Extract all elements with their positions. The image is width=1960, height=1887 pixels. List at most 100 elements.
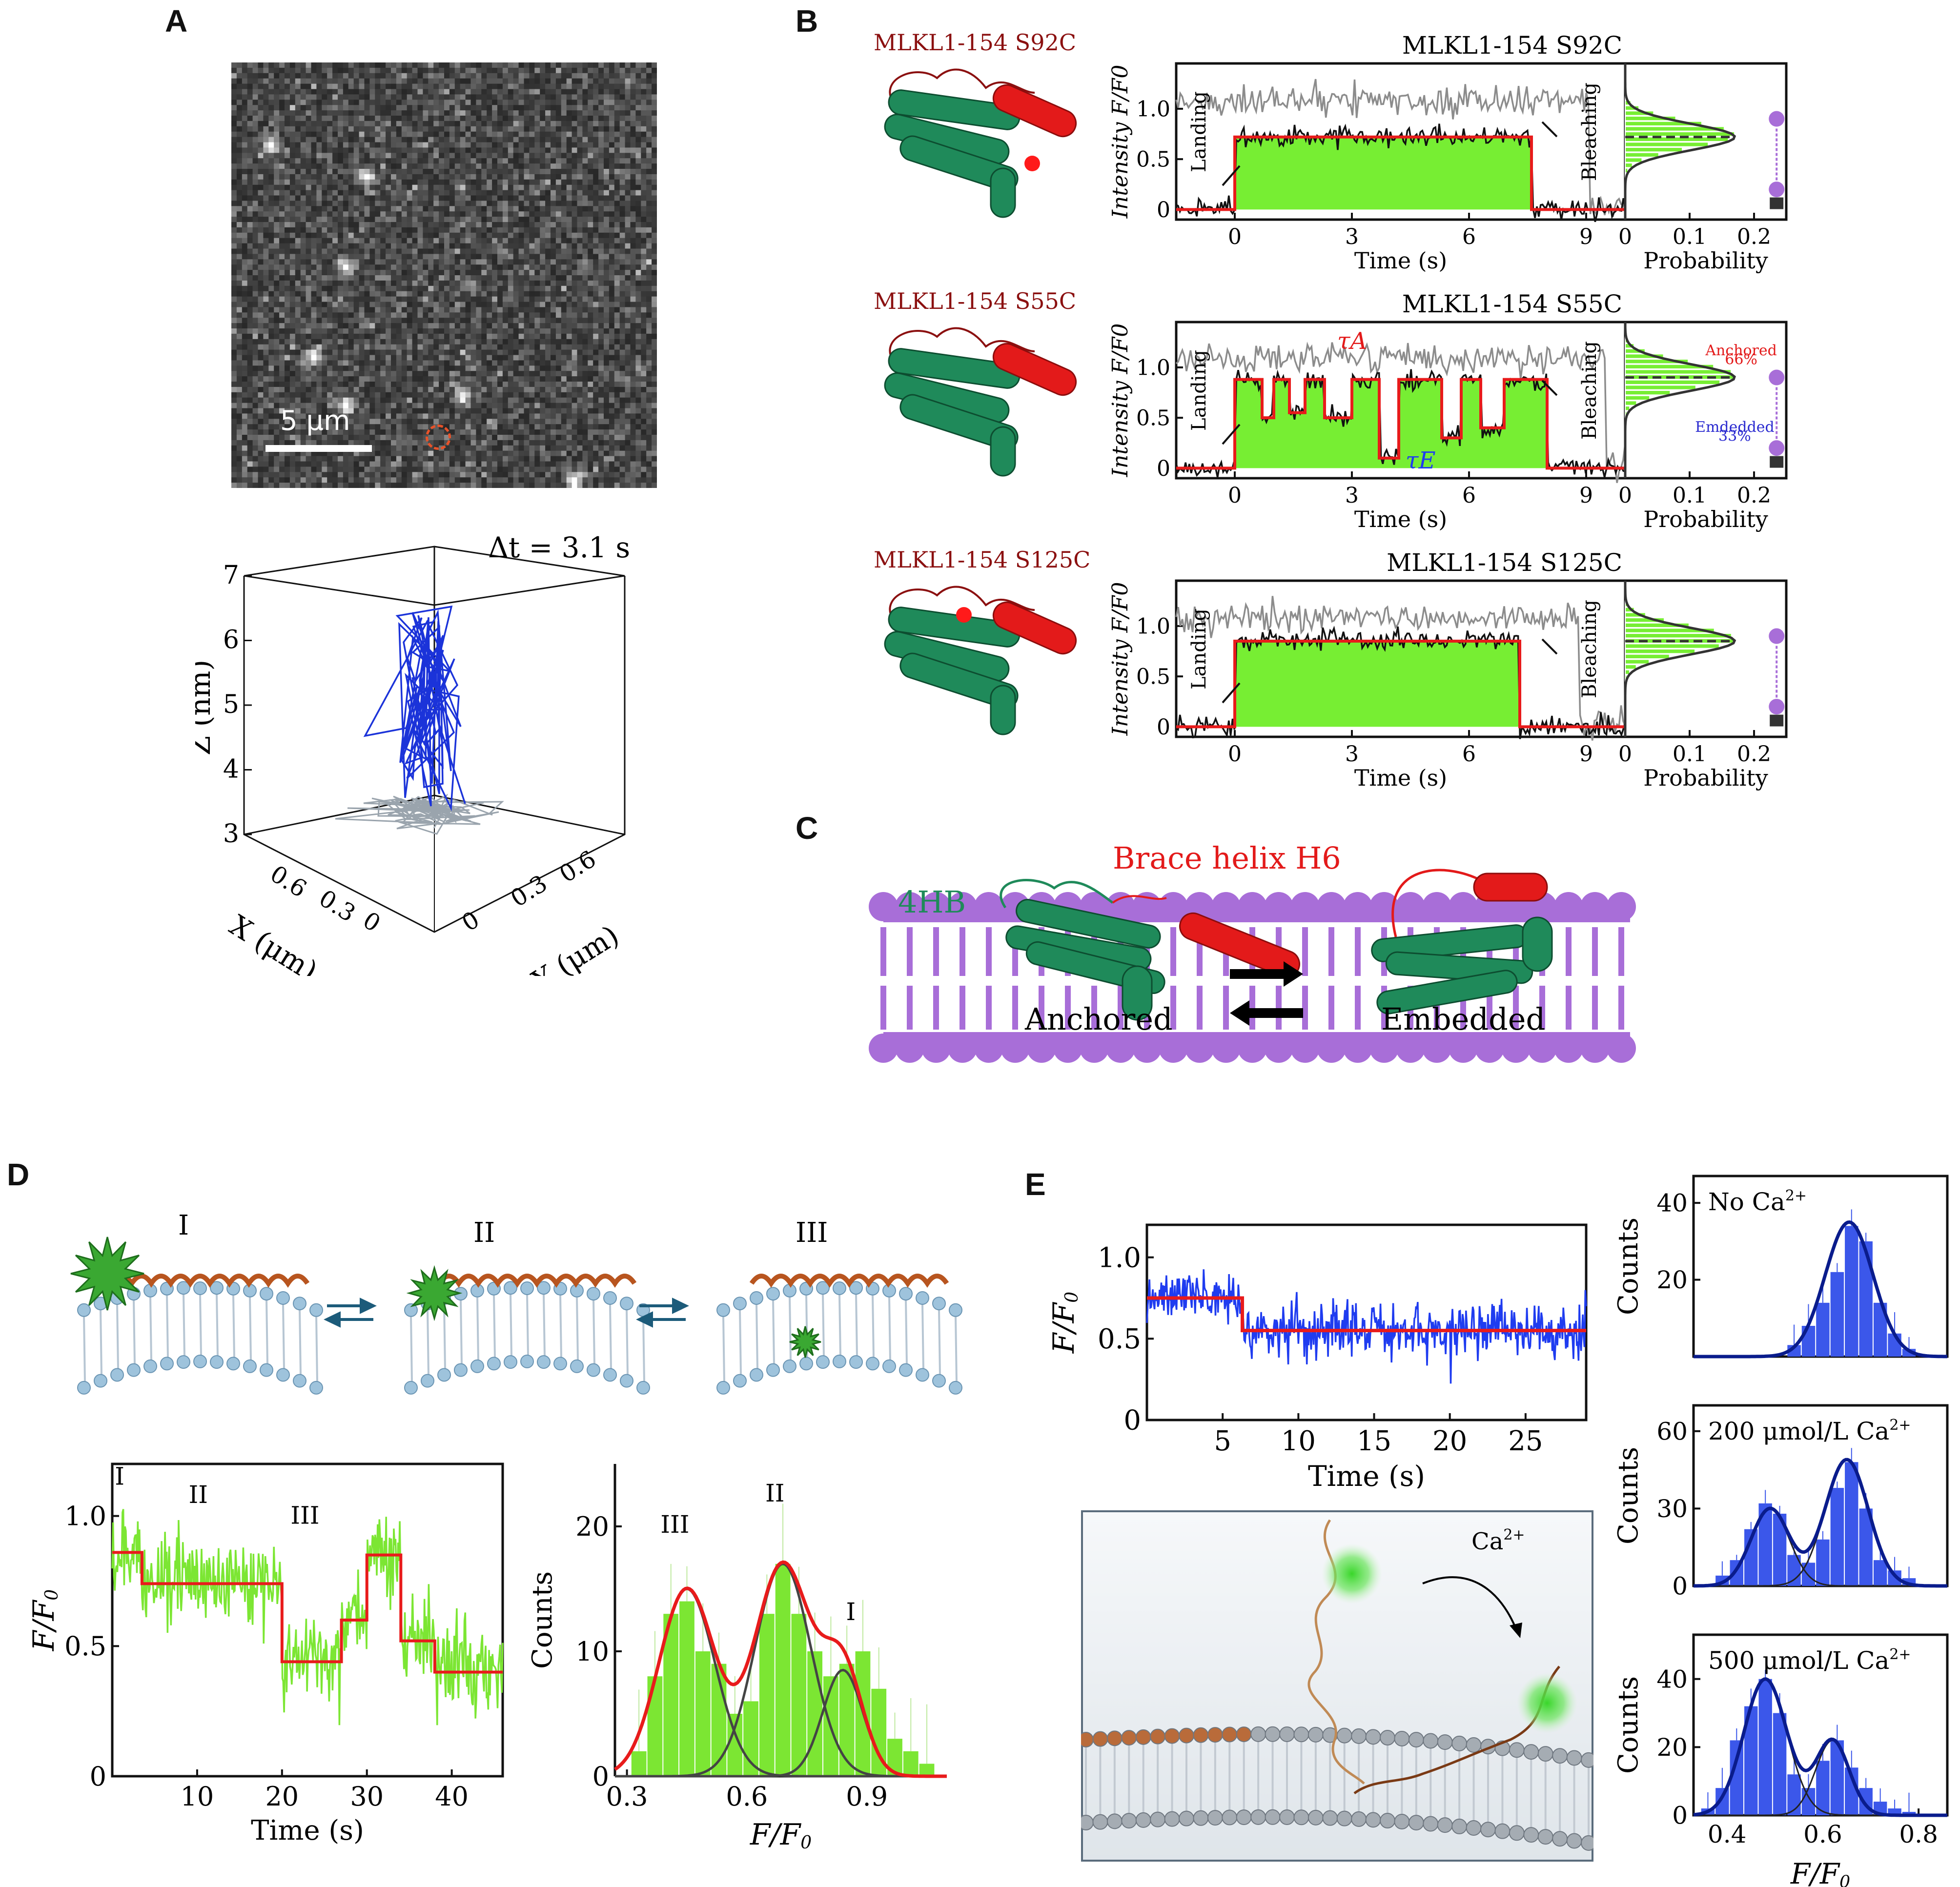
lipid-head <box>1566 1833 1582 1849</box>
hist-bar <box>1625 147 1683 153</box>
x-tick-label: 3 <box>1345 224 1359 249</box>
y-tick-label: 30 <box>1656 1495 1688 1523</box>
lipid-head <box>603 1291 617 1305</box>
red-helix <box>992 84 1077 138</box>
x-tick-label: 9 <box>1579 742 1593 767</box>
lipid-head <box>487 1357 501 1371</box>
embedded-pct: 33% <box>1718 428 1751 445</box>
lipid-head <box>1494 1823 1511 1839</box>
lipid-tail <box>888 1296 891 1360</box>
lipid-head <box>895 892 924 921</box>
state-label-iii: III <box>796 1217 828 1249</box>
lipid-head <box>949 1380 962 1395</box>
bleaching-arrow <box>1541 121 1558 138</box>
lipid-head <box>1053 1034 1082 1063</box>
lipid-head <box>470 1359 484 1373</box>
lipid-head <box>1159 892 1188 921</box>
lipid-head <box>816 1355 830 1369</box>
y-tick-label: 0 <box>457 906 485 937</box>
lipid-tail <box>460 1299 463 1364</box>
x-tick-label: 6 <box>1462 483 1476 508</box>
y-tick-label: 1.0 <box>1136 355 1170 380</box>
lipid-head <box>1369 1034 1399 1063</box>
lipid-head <box>1081 1815 1094 1830</box>
lipid-head <box>1581 1752 1593 1768</box>
lipid-tail <box>905 1299 908 1364</box>
hist-bar <box>1625 157 1643 163</box>
lipid-head <box>974 892 1003 921</box>
lipid-tail <box>642 1316 645 1382</box>
green-helix <box>899 135 1019 192</box>
y-tick-label: 1.0 <box>1136 614 1170 639</box>
hist-fit <box>1624 322 1736 478</box>
lipid-head <box>783 1359 796 1373</box>
lipid-tail <box>838 1294 841 1356</box>
sum-fit <box>1694 1458 1947 1588</box>
lipid-head <box>1027 1034 1056 1063</box>
hist-bar <box>759 1614 775 1776</box>
fluorescence-trace <box>1146 1269 1587 1384</box>
lipid-head <box>1537 1829 1553 1845</box>
fluorophore-star-iii <box>789 1326 821 1358</box>
label-4hb: 4HB <box>898 884 966 920</box>
lipid-head <box>716 1303 730 1317</box>
lipid-head <box>1121 1730 1137 1746</box>
lipid-head <box>1394 1813 1410 1829</box>
lipid-head <box>895 1034 924 1063</box>
trajectory-projection <box>335 793 504 835</box>
lipid-head <box>1475 1034 1504 1063</box>
y-tick-label: 0 <box>1672 1572 1688 1601</box>
sum-fit <box>1693 1677 1947 1817</box>
y-tick-label: 0 <box>1157 715 1170 740</box>
y-tick-label: 0.5 <box>1098 1323 1141 1355</box>
lipid-head <box>193 1281 207 1295</box>
fit-fill <box>1176 641 1625 727</box>
hist-bar <box>775 1563 791 1776</box>
helix-ribbon <box>437 1274 637 1288</box>
lipid-head <box>949 1303 962 1317</box>
helix-cartoon <box>884 327 1077 477</box>
hist-bar <box>1625 633 1732 639</box>
lipid-tail <box>609 1303 612 1369</box>
trace-state-iii: III <box>290 1501 319 1530</box>
hist-bar <box>1816 1761 1830 1815</box>
lipid-head <box>1293 1726 1309 1743</box>
lipid-head <box>77 1380 91 1395</box>
lipid-head <box>537 1281 551 1295</box>
hist-fit <box>1624 581 1736 737</box>
lipid-head <box>1501 1034 1531 1063</box>
lipid-head <box>1422 1034 1451 1063</box>
equilibrium-arrows-2 <box>636 1298 689 1328</box>
scale-bar-label: 5 μm <box>280 405 350 437</box>
linker-loop <box>889 586 1035 621</box>
hist-bar <box>1625 364 1715 369</box>
hist-bar <box>647 1676 663 1776</box>
intensity-trace-chart: MLKL1-154 S125C 0 3 6 9 0 0.5 1.0 Time (s) Intens… <box>1108 548 1627 791</box>
lipid-head <box>1164 1811 1180 1827</box>
lipid-head <box>620 1297 633 1311</box>
lipid-head <box>1523 1827 1539 1843</box>
marker-dot <box>1769 440 1785 456</box>
lipid-head <box>276 1291 290 1305</box>
hist-bar <box>1625 400 1637 406</box>
lipid-head <box>293 1297 306 1311</box>
lipid-head <box>1236 1809 1252 1826</box>
label-site-dot <box>1024 156 1040 171</box>
hist-fit <box>1624 63 1736 220</box>
panel-letter-a: A <box>165 3 188 39</box>
y-axis-label: Counts <box>1613 1217 1644 1315</box>
hist-bar <box>1625 406 1631 411</box>
y-tick-label: 0 <box>90 1761 106 1792</box>
lipid-head <box>553 1357 567 1371</box>
hist-bar <box>1816 1539 1830 1586</box>
hist-bar <box>1801 1562 1816 1586</box>
e-hist-no-ca: 20 40 No Ca2+ Counts <box>1613 1175 1949 1359</box>
x-tick-label: 10 <box>181 1781 214 1812</box>
lipid-head <box>1343 1034 1372 1063</box>
step-fit <box>1176 639 1625 729</box>
y-tick-label: 20 <box>1656 1733 1688 1762</box>
lipid-head <box>603 1368 617 1382</box>
lipid-head <box>1408 1815 1424 1831</box>
y-axis-label: Counts <box>1613 1676 1644 1774</box>
